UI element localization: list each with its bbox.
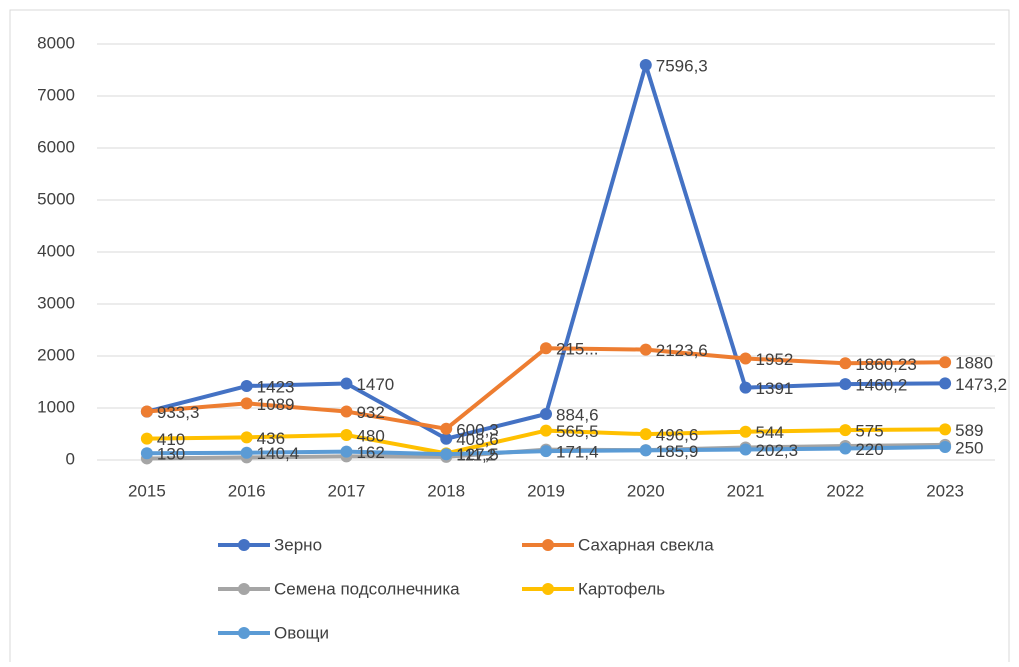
y-tick-label: 3000 <box>37 293 75 312</box>
data-label: 127,5 <box>456 445 499 464</box>
legend-label: Семена подсолнечника <box>274 579 460 598</box>
data-label: 1860,23 <box>855 355 916 374</box>
data-point <box>839 424 852 437</box>
data-label: 565,5 <box>556 422 599 441</box>
data-label: 1952 <box>756 350 794 369</box>
data-label: 1460,2 <box>855 376 907 395</box>
data-point <box>340 377 353 390</box>
data-label: 410 <box>157 430 185 449</box>
data-label: 932 <box>356 403 384 422</box>
legend-marker <box>542 539 554 551</box>
data-label: 140,4 <box>257 444 300 463</box>
data-label: 480 <box>356 427 384 446</box>
data-point <box>839 442 852 455</box>
data-label: 1473,2 <box>955 375 1007 394</box>
data-point <box>939 356 952 369</box>
data-label: 589 <box>955 421 983 440</box>
data-label: 884,6 <box>556 405 599 424</box>
data-point <box>839 378 852 391</box>
data-label: 1423 <box>257 377 295 396</box>
y-tick-label: 7000 <box>37 85 75 104</box>
legend-label: Зерно <box>274 535 322 554</box>
data-point <box>340 405 353 418</box>
data-point <box>240 446 253 459</box>
data-label: 185,9 <box>656 442 699 461</box>
y-tick-label: 5000 <box>37 189 75 208</box>
data-label: 162 <box>356 443 384 462</box>
data-label: 215... <box>556 340 599 359</box>
data-point <box>440 448 453 461</box>
data-point <box>440 432 453 445</box>
data-point <box>739 352 752 365</box>
x-tick-label: 2023 <box>926 481 964 500</box>
y-tick-label: 1000 <box>37 397 75 416</box>
data-point <box>639 444 652 457</box>
data-point <box>540 424 552 437</box>
data-point <box>340 429 353 442</box>
data-label: 933,3 <box>157 403 200 422</box>
data-point <box>240 380 253 393</box>
data-point <box>639 343 652 356</box>
legend-label: Картофель <box>578 579 665 598</box>
x-tick-label: 2017 <box>328 481 366 500</box>
legend-label: Овощи <box>274 623 329 642</box>
data-label: 1089 <box>257 395 295 414</box>
data-label: 250 <box>955 438 983 457</box>
data-label: 220 <box>855 440 883 459</box>
data-point <box>639 58 652 71</box>
data-point <box>739 425 752 438</box>
data-point <box>739 381 752 394</box>
data-label: 408,6 <box>456 430 499 449</box>
y-tick-label: 0 <box>66 449 75 468</box>
data-point <box>140 432 153 445</box>
y-tick-label: 4000 <box>37 241 75 260</box>
x-tick-label: 2020 <box>627 481 665 500</box>
x-tick-label: 2015 <box>128 481 166 500</box>
data-label: 1391 <box>756 379 794 398</box>
data-label: 171,4 <box>556 443 599 462</box>
data-point <box>440 422 453 435</box>
legend-marker <box>542 583 554 595</box>
data-point <box>240 431 253 444</box>
data-point <box>939 441 952 453</box>
data-point <box>240 397 253 410</box>
data-point <box>540 342 552 355</box>
data-point <box>939 423 952 436</box>
data-label: 130 <box>157 445 185 464</box>
y-tick-label: 8000 <box>37 33 75 52</box>
data-point <box>639 428 652 441</box>
chart-border <box>9 9 1010 667</box>
data-point <box>839 357 852 370</box>
data-label: 544 <box>756 423 784 442</box>
data-label: 1470 <box>356 375 394 394</box>
data-point <box>140 405 153 418</box>
y-tick-label: 2000 <box>37 345 75 364</box>
data-label: 202,3 <box>756 441 799 460</box>
legend-label: Сахарная свекла <box>578 535 714 554</box>
data-label: 1880 <box>955 354 993 373</box>
legend-marker <box>238 627 250 639</box>
data-label: 496,6 <box>656 426 699 445</box>
data-point <box>739 443 752 456</box>
x-tick-label: 2021 <box>727 481 765 500</box>
data-label: 575 <box>855 422 883 441</box>
data-point <box>540 445 552 458</box>
legend-marker <box>238 583 250 595</box>
data-point <box>540 408 552 421</box>
x-tick-label: 2016 <box>228 481 266 500</box>
data-label: 600,3 <box>456 420 499 439</box>
data-label: 2123,6 <box>656 341 708 360</box>
data-label: 436 <box>257 429 285 448</box>
x-tick-label: 2022 <box>826 481 864 500</box>
data-point <box>140 447 153 460</box>
data-point <box>939 377 952 390</box>
legend-marker <box>238 539 250 551</box>
data-label: 111,2 <box>456 446 496 465</box>
x-tick-label: 2018 <box>427 481 465 500</box>
y-tick-label: 6000 <box>37 137 75 156</box>
data-point <box>340 445 353 458</box>
data-label: 7596,3 <box>656 56 708 75</box>
x-tick-label: 2019 <box>527 481 565 500</box>
